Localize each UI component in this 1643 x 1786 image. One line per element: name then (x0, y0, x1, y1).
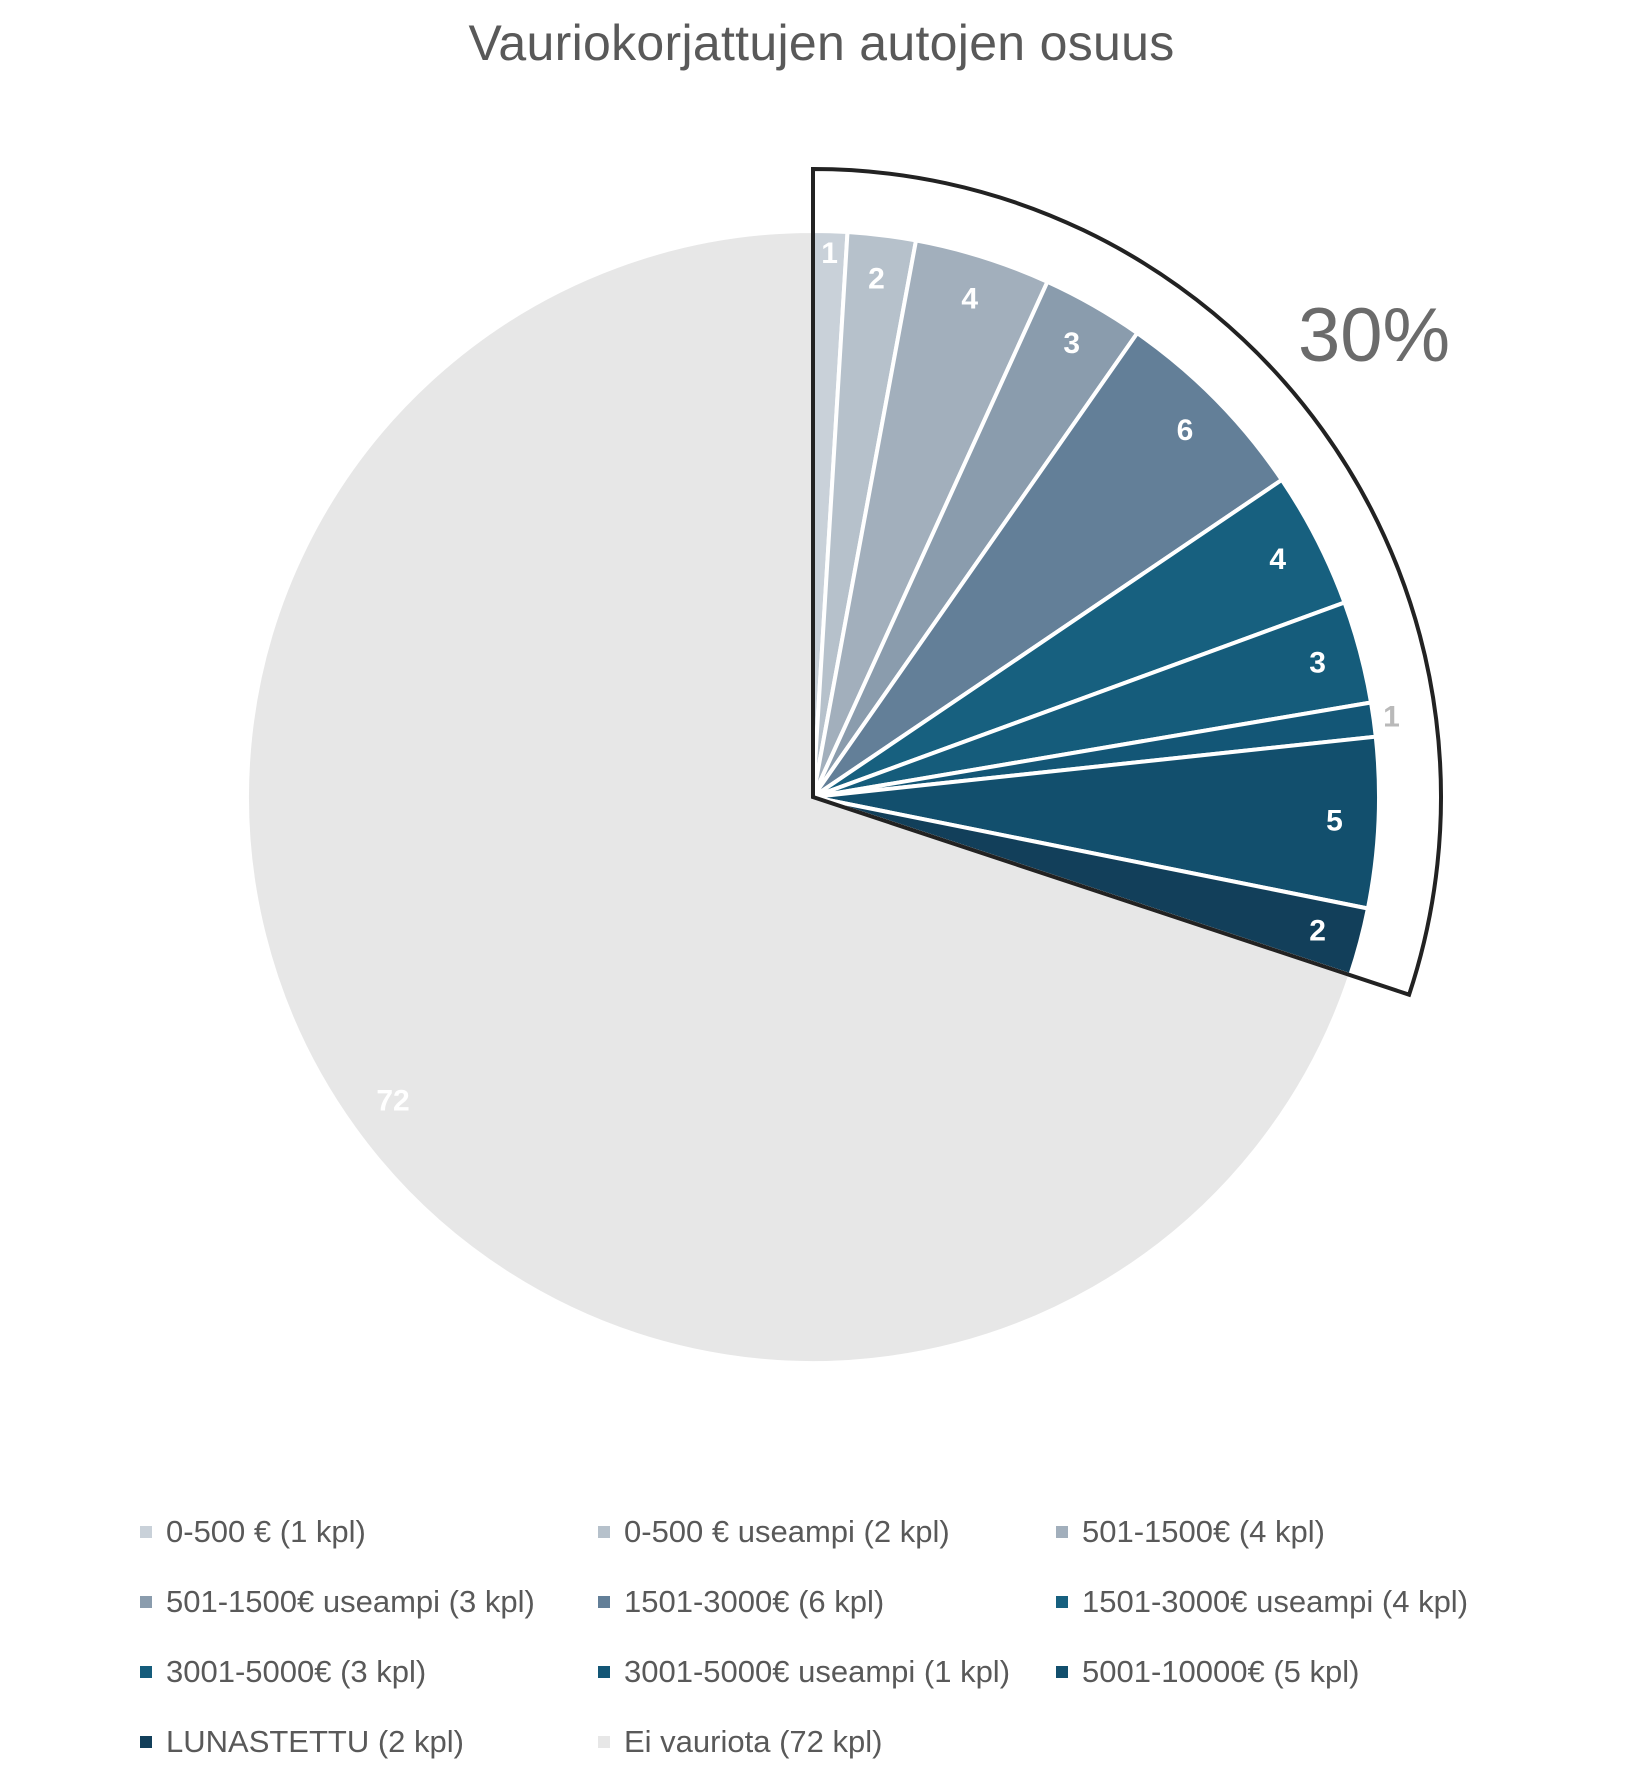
legend-label: Ei vauriota (72 kpl) (624, 1724, 883, 1759)
pie-data-label: 1 (821, 237, 838, 270)
pie-data-label: 6 (1177, 414, 1194, 447)
pie-data-label: 72 (376, 1085, 409, 1118)
legend-swatch (140, 1596, 152, 1608)
legend-swatch (1056, 1526, 1068, 1538)
legend-item: 1501-3000€ useampi (4 kpl) (1056, 1567, 1516, 1637)
callout-outline (811, 166, 1443, 998)
callout-percentage: 30% (1298, 293, 1451, 378)
legend-item: Ei vauriota (72 kpl) (598, 1707, 1056, 1777)
legend-swatch (598, 1666, 610, 1678)
legend-label: LUNASTETTU (2 kpl) (166, 1724, 464, 1759)
pie-slice (811, 734, 1381, 911)
legend-swatch (140, 1736, 152, 1748)
legend-swatch (598, 1526, 610, 1538)
legend-label: 0-500 € (1 kpl) (166, 1514, 366, 1549)
legend-label: 3001-5000€ (3 kpl) (166, 1654, 427, 1689)
legend-item: 0-500 € useampi (2 kpl) (598, 1497, 1056, 1567)
legend-swatch (598, 1596, 610, 1608)
legend-label: 3001-5000€ useampi (1 kpl) (624, 1654, 1011, 1689)
pie-data-label: 4 (1269, 543, 1286, 576)
pie-data-label: 3 (1063, 327, 1080, 360)
legend-swatch (598, 1736, 610, 1748)
chart-title: Vauriokorjattujen autojen osuus (468, 15, 1175, 71)
legend-swatch (1056, 1666, 1068, 1678)
legend-item: 501-1500€ useampi (3 kpl) (140, 1567, 598, 1637)
legend-swatch (1056, 1596, 1068, 1608)
legend-item: 1501-3000€ (6 kpl) (598, 1567, 1056, 1637)
pie-data-label: 4 (961, 283, 978, 316)
pie-data-label: 2 (868, 262, 885, 295)
legend-label: 501-1500€ (4 kpl) (1082, 1514, 1325, 1549)
legend-item: 501-1500€ (4 kpl) (1056, 1497, 1516, 1567)
legend: 0-500 € (1 kpl) 0-500 € useampi (2 kpl) 50… (140, 1497, 1540, 1777)
pie-data-label: 5 (1326, 804, 1343, 837)
legend-label: 1501-3000€ (6 kpl) (624, 1584, 885, 1619)
legend-swatch (140, 1666, 152, 1678)
legend-item: 5001-10000€ (5 kpl) (1056, 1637, 1516, 1707)
pie-data-label: 2 (1309, 914, 1326, 947)
pie-data-label: 1 (1383, 701, 1400, 734)
pie-slice (811, 331, 1284, 799)
legend-item: 0-500 € (1 kpl) (140, 1497, 598, 1567)
pie-slice (245, 229, 1353, 1365)
legend-label: 5001-10000€ (5 kpl) (1082, 1654, 1360, 1689)
legend-swatch (140, 1526, 152, 1538)
pie-data-label: 3 (1309, 647, 1326, 680)
legend-label: 1501-3000€ useampi (4 kpl) (1082, 1584, 1469, 1619)
legend-label: 0-500 € useampi (2 kpl) (624, 1514, 950, 1549)
legend-item: 3001-5000€ useampi (1 kpl) (598, 1637, 1056, 1707)
legend-item: 3001-5000€ (3 kpl) (140, 1637, 598, 1707)
legend-item: LUNASTETTU (2 kpl) (140, 1707, 598, 1777)
legend-label: 501-1500€ useampi (3 kpl) (166, 1584, 535, 1619)
